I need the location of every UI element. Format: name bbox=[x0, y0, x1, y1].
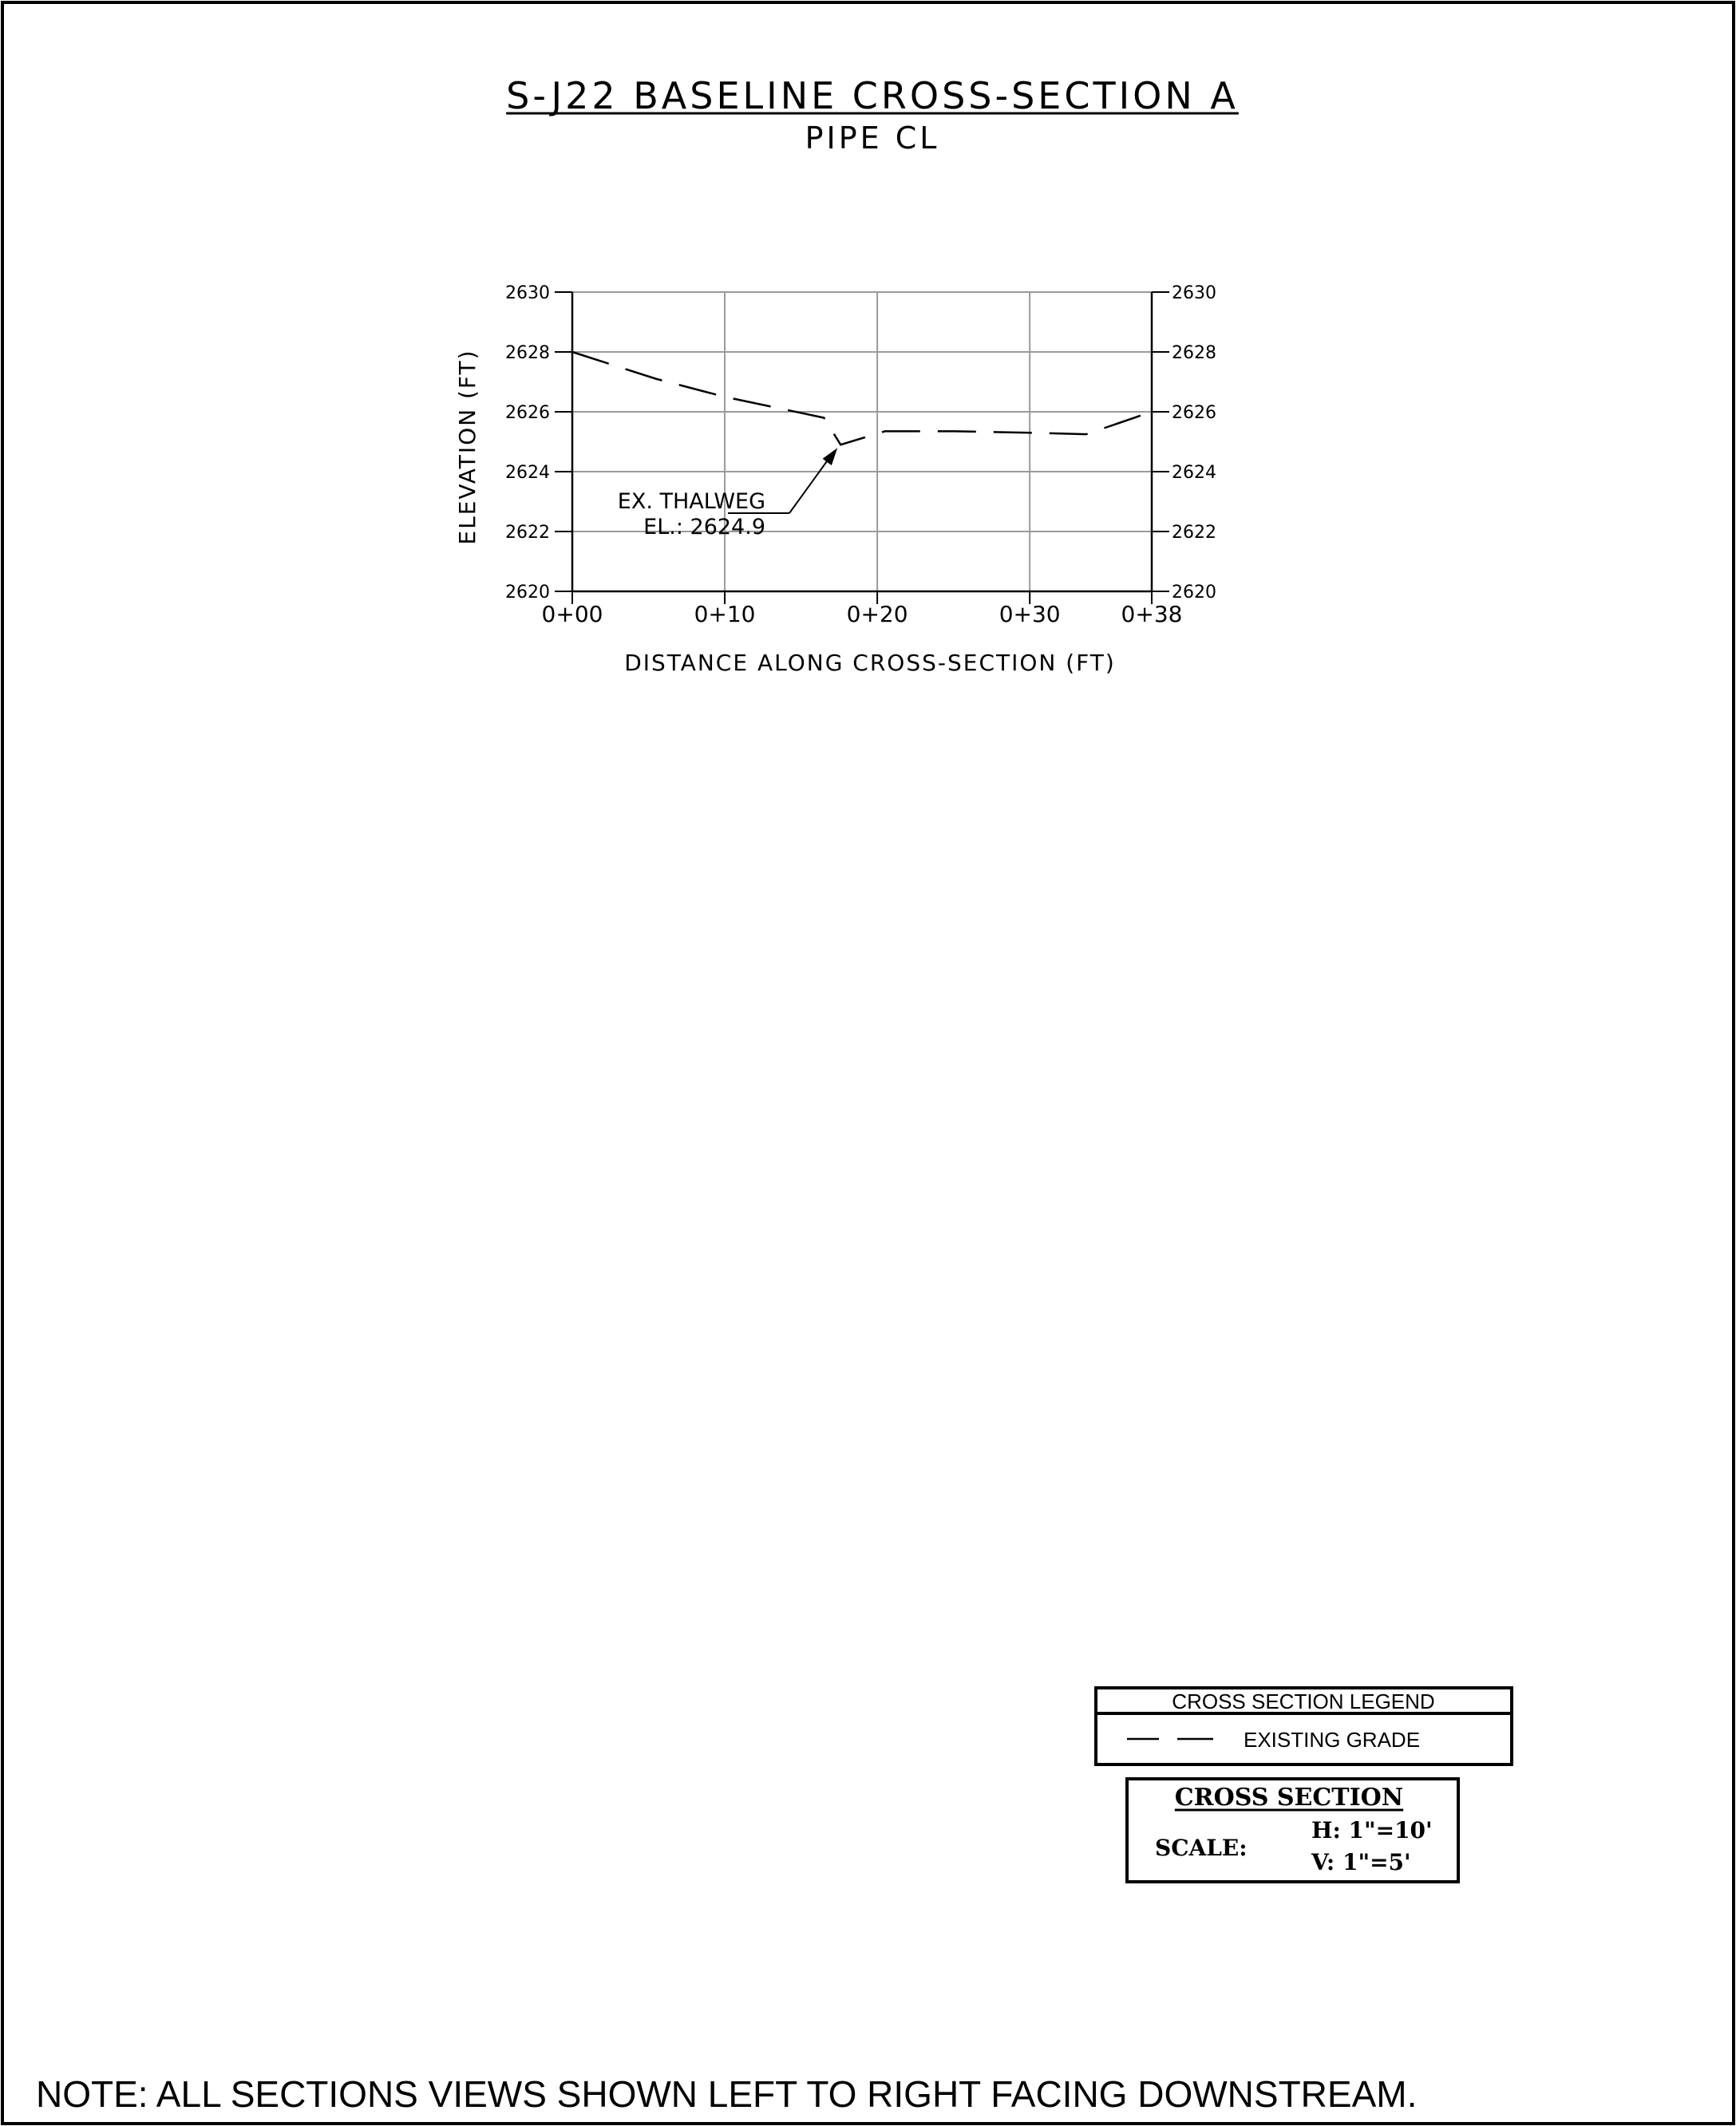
y-tick-label-right: 2622 bbox=[1172, 523, 1216, 543]
chart-title: S-J22 BASELINE CROSS-SECTION A bbox=[506, 74, 1239, 117]
cross-section-legend: CROSS SECTION LEGEND EXISTING GRADE bbox=[1094, 1686, 1513, 1766]
scale-h-value: H: 1"=10' bbox=[1311, 1817, 1433, 1843]
scale-box-border bbox=[1125, 1777, 1460, 1883]
y-tick-label-left: 2626 bbox=[505, 403, 550, 423]
y-tick-label-right: 2628 bbox=[1172, 343, 1216, 363]
y-tick-label-right: 2624 bbox=[1172, 463, 1216, 483]
y-tick-label-right: 2630 bbox=[1172, 283, 1216, 303]
existing-grade-line bbox=[571, 350, 1153, 446]
x-tick-label: 0+00 bbox=[542, 601, 603, 627]
scale-label: SCALE: bbox=[1155, 1835, 1248, 1861]
x-tick-label: 0+10 bbox=[694, 601, 756, 627]
y-tick-label-right: 2626 bbox=[1172, 403, 1216, 423]
scale-box: CROSS SECTION SCALE: H: 1"=10' V: 1"=5' bbox=[1125, 1777, 1460, 1883]
annotation-line-1: EX. THALWEG bbox=[618, 489, 765, 514]
x-axis-label: DISTANCE ALONG CROSS-SECTION (FT) bbox=[624, 650, 1116, 676]
y-tick-label-left: 2624 bbox=[505, 463, 550, 483]
scale-v-value: V: 1"=5' bbox=[1311, 1849, 1411, 1875]
y-tick-label-left: 2630 bbox=[505, 283, 550, 303]
legend-entry-label: EXISTING GRADE bbox=[1244, 1728, 1420, 1752]
x-tick-label: 0+20 bbox=[847, 601, 908, 627]
annotation-arrowhead bbox=[822, 448, 838, 466]
y-tick-label-left: 2628 bbox=[505, 343, 550, 363]
y-tick-label-right: 2620 bbox=[1172, 583, 1216, 603]
legend-title: CROSS SECTION LEGEND bbox=[1172, 1689, 1434, 1713]
sheet-note: NOTE: ALL SECTIONS VIEWS SHOWN LEFT TO R… bbox=[36, 2073, 1417, 2115]
x-tick-label: 0+30 bbox=[999, 601, 1061, 627]
y-tick-label-left: 2620 bbox=[505, 583, 550, 603]
annotation-line-2: EL.: 2624.9 bbox=[643, 515, 765, 539]
plot-area: 2620 2620 2622 2622 2624 2624 2626 2626 2628 2628… bbox=[505, 283, 1216, 627]
y-tick-label-left: 2622 bbox=[505, 523, 550, 543]
y-axis-label: ELEVATION (FT) bbox=[454, 349, 480, 544]
chart-subtitle: PIPE CL bbox=[805, 121, 940, 156]
scale-box-title: CROSS SECTION bbox=[1175, 1784, 1403, 1812]
legend-outer-box bbox=[1094, 1686, 1513, 1766]
x-tick-label: 0+38 bbox=[1121, 601, 1183, 627]
